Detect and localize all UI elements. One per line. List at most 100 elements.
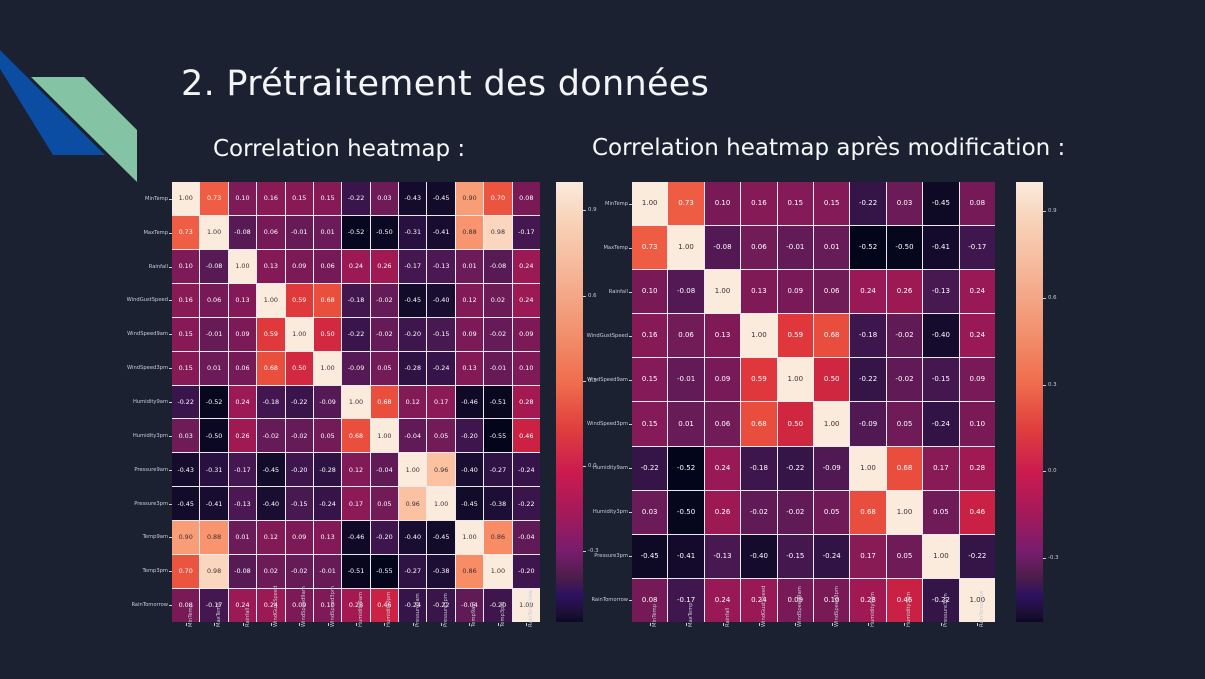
heatmap-cell: 0.98 xyxy=(200,555,228,589)
heatmap-y-tick-mark xyxy=(169,605,172,607)
heatmap-y-tick-label: Humidity3pm xyxy=(592,509,628,515)
heatmap-x-tick-mark xyxy=(831,623,833,626)
heatmap-cell: 0.06 xyxy=(814,270,850,314)
right-heatmap-figure: 1.00 0.73 0.10 0.16 0.15 0.15 -0.22 0.03 -0.45 0.… xyxy=(587,178,1078,678)
heatmap-x-tick-label: MaxTemp xyxy=(216,602,223,627)
heatmap-cell: 0.08 xyxy=(959,182,995,226)
heatmap-cell: 0.06 xyxy=(668,314,704,358)
heatmap-cell: -0.02 xyxy=(484,317,512,351)
heatmap-cell: 0.09 xyxy=(285,249,313,283)
heatmap-cell: -0.50 xyxy=(668,490,704,534)
heatmap-colorbar xyxy=(1016,182,1043,622)
heatmap-cell: 0.28 xyxy=(850,578,886,622)
heatmap-cell: -0.15 xyxy=(777,534,813,578)
heatmap-x-tick-mark xyxy=(242,623,244,626)
heatmap-cell: 0.68 xyxy=(313,283,342,317)
colorbar-tick-mark xyxy=(1043,558,1046,560)
heatmap-cell: 1.00 xyxy=(285,317,313,351)
heatmap-cell: -0.02 xyxy=(285,555,313,589)
heatmap-cell: -0.02 xyxy=(886,314,923,358)
heatmap-cell: -0.17 xyxy=(959,226,995,270)
heatmap-x-tick-label: RainTomorrow xyxy=(527,590,534,627)
heatmap-cell: 0.59 xyxy=(257,317,285,351)
heatmap-cell: 0.24 xyxy=(959,314,995,358)
heatmap-cell: -0.45 xyxy=(399,283,427,317)
heatmap-cell: 0.90 xyxy=(172,521,200,555)
heatmap-cell: -0.22 xyxy=(923,578,959,622)
heatmap-cell: 1.00 xyxy=(370,419,399,453)
heatmap-cell: -0.40 xyxy=(427,283,455,317)
heatmap-y-tick-label: Humidity9am xyxy=(592,465,628,471)
heatmap-cell: 0.96 xyxy=(427,453,455,487)
heatmap-y-tick-label: RainTomorrow xyxy=(591,597,628,603)
heatmap-cell: -0.24 xyxy=(399,589,427,622)
heatmap-x-tick-label: WindSpeed9am xyxy=(301,586,308,627)
heatmap-cell: 0.13 xyxy=(257,249,285,283)
heatmap-y-tick-mark xyxy=(169,266,172,268)
heatmap-x-tick-mark xyxy=(214,623,216,626)
heatmap-cell: -0.27 xyxy=(399,555,427,589)
heatmap-cell: -0.24 xyxy=(313,487,342,521)
heatmap-y-tick-label: WindSpeed3pm xyxy=(587,421,628,427)
heatmap-cell: -0.08 xyxy=(704,226,741,270)
heatmap-y-tick-mark xyxy=(629,556,632,557)
heatmap-cell: 0.03 xyxy=(886,182,923,226)
heatmap-cell: -0.51 xyxy=(484,385,512,419)
heatmap-cell: 0.03 xyxy=(632,490,668,534)
heatmap-y-tick-label: Humidity9am xyxy=(132,399,168,405)
heatmap-cell: 0.03 xyxy=(172,419,200,453)
heatmap-cell: 0.15 xyxy=(313,182,342,215)
heatmap-cell: -0.18 xyxy=(850,314,886,358)
heatmap-cell: 1.00 xyxy=(704,270,741,314)
heatmap-cell: -0.27 xyxy=(484,453,512,487)
heatmap-y-tick-mark xyxy=(169,435,172,437)
heatmap-cell: 0.50 xyxy=(814,358,850,402)
heatmap-x-tick-label: Temp3pm xyxy=(499,601,506,627)
heatmap-y-tick-label: Pressure9am xyxy=(134,466,168,473)
heatmap-cell: -0.22 xyxy=(342,317,370,351)
heatmap-cell: 0.68 xyxy=(850,490,886,534)
heatmap-y-tick-mark xyxy=(169,537,172,539)
heatmap-cell: -0.13 xyxy=(704,534,741,578)
heatmap-cell: -0.13 xyxy=(228,487,257,521)
heatmap-grid: 1.00 0.73 0.10 0.16 0.15 0.15 -0.22 0.03 -0.43 -0… xyxy=(172,182,540,622)
heatmap-y-tick-mark xyxy=(629,468,632,469)
heatmap-cell: -0.22 xyxy=(512,487,540,521)
heatmap-cell: 0.24 xyxy=(512,249,540,283)
heatmap-cell: -0.41 xyxy=(200,487,228,521)
heatmap-cell: -0.20 xyxy=(455,419,484,453)
heatmap-y-tick-mark xyxy=(169,198,172,200)
heatmap-cell: 1.00 xyxy=(777,358,813,402)
heatmap-cell: 0.68 xyxy=(370,385,399,419)
heatmap-y-tick-mark xyxy=(169,334,172,336)
heatmap-y-tick-label: WindSpeed3pm xyxy=(127,365,168,372)
heatmap-cell: -0.40 xyxy=(399,521,427,555)
heatmap-x-tick-label: Humidity3pm xyxy=(386,591,393,627)
heatmap-cell: -0.02 xyxy=(370,317,399,351)
heatmap-cell: 1.00 xyxy=(455,521,484,555)
heatmap-cell: 0.10 xyxy=(172,249,200,283)
heatmap-cell: 1.00 xyxy=(959,578,995,622)
heatmap-cell: 0.13 xyxy=(741,270,777,314)
heatmap-x-tick-mark xyxy=(650,623,652,626)
heatmap-x-tick-label: WindGustSpeed xyxy=(761,585,768,627)
heatmap-cell: -0.43 xyxy=(399,182,427,215)
heatmap-cell: 0.01 xyxy=(200,351,228,385)
heatmap-cell: 1.00 xyxy=(923,534,959,578)
heatmap-cell: 0.06 xyxy=(741,226,777,270)
heatmap-cell: 0.05 xyxy=(886,402,923,446)
heatmap-cell: -0.17 xyxy=(512,215,540,249)
heatmap-cell: -0.15 xyxy=(923,358,959,402)
heatmap-cell: 0.06 xyxy=(200,283,228,317)
heatmap-cell: 0.17 xyxy=(923,446,959,490)
heatmap-cell: 0.68 xyxy=(814,314,850,358)
heatmap-cell: 1.00 xyxy=(200,215,228,249)
heatmap-cell: 0.10 xyxy=(814,578,850,622)
heatmap-cell: -0.18 xyxy=(741,446,777,490)
heatmap-cell: 0.12 xyxy=(399,385,427,419)
heatmap-cell: -0.28 xyxy=(313,453,342,487)
heatmap-cell: 0.05 xyxy=(370,351,399,385)
heatmap-cell: -0.55 xyxy=(370,555,399,589)
heatmap-cell: 0.59 xyxy=(741,358,777,402)
heatmap-x-tick-label: Temp9am xyxy=(471,601,478,627)
